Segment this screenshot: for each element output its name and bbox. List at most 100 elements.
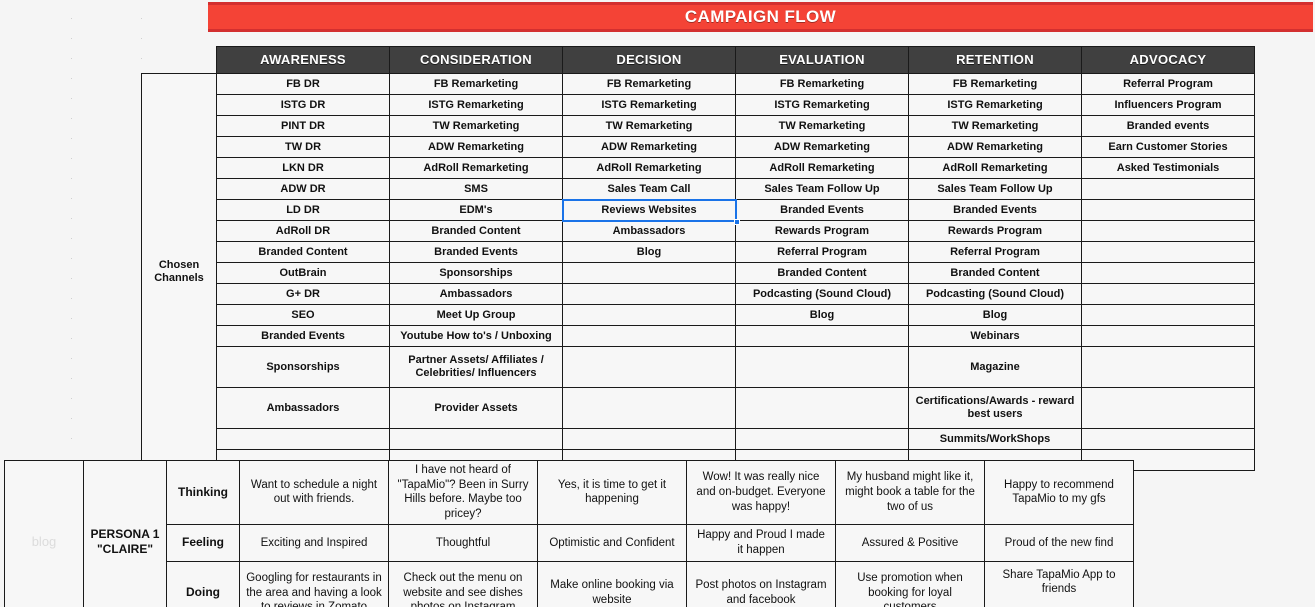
flow-channel-cell[interactable]: Asked Testimonials xyxy=(1081,157,1255,179)
flow-channel-cell[interactable]: Referral Program xyxy=(908,241,1082,263)
persona-journey-cell[interactable]: I have not heard of "TapaMio"? Been in S… xyxy=(388,460,538,525)
flow-empty-cell[interactable] xyxy=(1081,283,1255,305)
flow-channel-cell[interactable]: Ambassadors xyxy=(562,220,736,242)
persona-journey-cell[interactable]: Googling for restaurants in the area and… xyxy=(239,560,389,607)
flow-channel-cell[interactable]: Blog xyxy=(735,304,909,326)
flow-channel-cell[interactable]: ISTG Remarketing xyxy=(389,94,563,116)
flow-empty-cell[interactable] xyxy=(735,387,909,429)
flow-channel-cell[interactable]: Youtube How to's / Unboxing xyxy=(389,325,563,347)
flow-empty-cell[interactable] xyxy=(562,262,736,284)
flow-channel-cell[interactable]: TW Remarketing xyxy=(389,115,563,137)
flow-channel-cell[interactable]: AdRoll Remarketing xyxy=(389,157,563,179)
flow-channel-cell[interactable]: SMS xyxy=(389,178,563,200)
persona-journey-cell[interactable]: Want to schedule a night out with friend… xyxy=(239,460,389,525)
persona-journey-cell[interactable]: Proud of the new find xyxy=(984,523,1134,562)
flow-empty-cell[interactable] xyxy=(562,283,736,305)
flow-channel-cell[interactable]: Partner Assets/ Affiliates / Celebrities… xyxy=(389,346,563,388)
persona-journey-cell[interactable]: Post photos on Instagram and facebook xyxy=(686,560,836,607)
flow-empty-cell[interactable] xyxy=(1081,325,1255,347)
flow-empty-cell[interactable] xyxy=(1081,178,1255,200)
flow-channel-cell[interactable]: ADW Remarketing xyxy=(562,136,736,158)
flow-channel-cell[interactable]: Branded Content xyxy=(908,262,1082,284)
flow-empty-cell[interactable] xyxy=(1081,304,1255,326)
flow-channel-cell[interactable]: Branded Events xyxy=(216,325,390,347)
flow-stage-header[interactable]: EVALUATION xyxy=(735,46,909,74)
flow-channel-cell[interactable]: AdRoll Remarketing xyxy=(562,157,736,179)
flow-empty-cell[interactable] xyxy=(1081,220,1255,242)
flow-channel-cell[interactable]: Earn Customer Stories xyxy=(1081,136,1255,158)
persona-journey-cell[interactable]: Happy to recommend TapaMio to my gfs xyxy=(984,460,1134,525)
flow-channel-cell[interactable]: FB Remarketing xyxy=(389,73,563,95)
persona-journey-cell[interactable]: Assured & Positive xyxy=(835,523,985,562)
flow-channel-cell[interactable]: TW Remarketing xyxy=(908,115,1082,137)
flow-channel-cell[interactable]: Sales Team Call xyxy=(562,178,736,200)
flow-channel-cell[interactable]: ISTG Remarketing xyxy=(908,94,1082,116)
flow-empty-cell[interactable] xyxy=(735,325,909,347)
flow-empty-cell[interactable] xyxy=(562,387,736,429)
flow-empty-cell[interactable] xyxy=(1081,241,1255,263)
flow-channel-cell[interactable]: Branded Content xyxy=(389,220,563,242)
flow-channel-cell[interactable]: Influencers Program xyxy=(1081,94,1255,116)
flow-channel-cell[interactable]: Ambassadors xyxy=(389,283,563,305)
persona-journey-cell[interactable]: Exciting and Inspired xyxy=(239,523,389,562)
flow-channel-cell[interactable]: LKN DR xyxy=(216,157,390,179)
flow-channel-cell[interactable]: FB DR xyxy=(216,73,390,95)
persona-journey-cell[interactable]: Happy and Proud I made it happen xyxy=(686,523,836,562)
persona-journey-cell[interactable]: My husband might like it, might book a t… xyxy=(835,460,985,525)
flow-channel-cell[interactable]: LD DR xyxy=(216,199,390,221)
flow-channel-cell[interactable]: Summits/WorkShops xyxy=(908,428,1082,450)
flow-channel-cell[interactable]: ADW DR xyxy=(216,178,390,200)
flow-channel-cell[interactable]: ISTG Remarketing xyxy=(562,94,736,116)
flow-channel-cell[interactable]: OutBrain xyxy=(216,262,390,284)
flow-stage-header[interactable]: AWARENESS xyxy=(216,46,390,74)
flow-empty-cell[interactable] xyxy=(735,428,909,450)
persona-journey-cell[interactable]: Yes, it is time to get it happening xyxy=(537,460,687,525)
flow-channel-cell[interactable]: ADW Remarketing xyxy=(389,136,563,158)
flow-channel-cell[interactable]: Sponsorships xyxy=(389,262,563,284)
flow-channel-cell[interactable]: EDM's xyxy=(389,199,563,221)
persona-journey-cell[interactable]: Make online booking via website xyxy=(537,560,687,607)
flow-empty-cell[interactable] xyxy=(216,428,390,450)
persona-journey-cell[interactable]: Check out the menu on website and see di… xyxy=(388,560,538,607)
flow-channel-cell[interactable]: TW DR xyxy=(216,136,390,158)
flow-channel-cell[interactable]: Branded Events xyxy=(389,241,563,263)
flow-channel-cell[interactable]: Meet Up Group xyxy=(389,304,563,326)
flow-channel-cell[interactable]: Blog xyxy=(908,304,1082,326)
flow-stage-header[interactable]: DECISION xyxy=(562,46,736,74)
flow-empty-cell[interactable] xyxy=(562,304,736,326)
flow-channel-cell[interactable]: ADW Remarketing xyxy=(735,136,909,158)
flow-channel-cell[interactable]: SEO xyxy=(216,304,390,326)
flow-channel-cell[interactable]: Branded Content xyxy=(216,241,390,263)
flow-channel-cell[interactable]: Sales Team Follow Up xyxy=(735,178,909,200)
flow-channel-cell[interactable]: TW Remarketing xyxy=(562,115,736,137)
flow-empty-cell[interactable] xyxy=(562,346,736,388)
flow-channel-cell[interactable]: Branded Events xyxy=(908,199,1082,221)
flow-channel-cell[interactable]: Certifications/Awards - reward best user… xyxy=(908,387,1082,429)
flow-channel-cell[interactable]: Webinars xyxy=(908,325,1082,347)
flow-channel-cell[interactable]: ISTG DR xyxy=(216,94,390,116)
flow-channel-cell[interactable]: Sales Team Follow Up xyxy=(908,178,1082,200)
flow-channel-cell[interactable]: ADW Remarketing xyxy=(908,136,1082,158)
flow-channel-cell[interactable]: PINT DR xyxy=(216,115,390,137)
flow-empty-cell[interactable] xyxy=(1081,262,1255,284)
flow-empty-cell[interactable] xyxy=(1081,428,1255,450)
flow-channel-cell[interactable]: Branded Events xyxy=(735,199,909,221)
flow-channel-cell[interactable]: Referral Program xyxy=(1081,73,1255,95)
flow-channel-cell[interactable]: Referral Program xyxy=(735,241,909,263)
flow-channel-cell[interactable]: Branded events xyxy=(1081,115,1255,137)
flow-channel-cell[interactable]: Magazine xyxy=(908,346,1082,388)
flow-stage-header[interactable]: CONSIDERATION xyxy=(389,46,563,74)
flow-channel-cell[interactable]: FB Remarketing xyxy=(735,73,909,95)
flow-channel-cell[interactable]: Rewards Program xyxy=(735,220,909,242)
persona-journey-cell[interactable]: Thoughtful xyxy=(388,523,538,562)
flow-channel-cell[interactable]: ISTG Remarketing xyxy=(735,94,909,116)
flow-empty-cell[interactable] xyxy=(735,346,909,388)
flow-channel-cell[interactable]: TW Remarketing xyxy=(735,115,909,137)
flow-empty-cell[interactable] xyxy=(1081,199,1255,221)
flow-channel-cell[interactable]: Sponsorships xyxy=(216,346,390,388)
flow-channel-cell[interactable]: G+ DR xyxy=(216,283,390,305)
flow-channel-cell[interactable]: FB Remarketing xyxy=(562,73,736,95)
flow-empty-cell[interactable] xyxy=(562,325,736,347)
persona-journey-cell[interactable]: Wow! It was really nice and on-budget. E… xyxy=(686,460,836,525)
flow-channel-cell[interactable]: Reviews Websites xyxy=(562,199,736,221)
